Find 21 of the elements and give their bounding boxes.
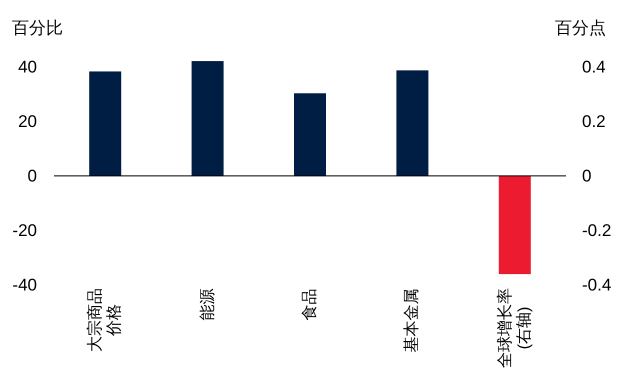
y-axis-title: 百分比 xyxy=(12,18,63,38)
y2-tick-label: 0 xyxy=(582,166,592,186)
bar xyxy=(89,71,122,176)
x-tick-label: 大宗商品价格 xyxy=(86,288,124,352)
x-tick-label: 全球增长率(右轴) xyxy=(496,288,534,368)
bar xyxy=(294,93,326,176)
y2-tick-label: 0.2 xyxy=(582,112,606,131)
x-tick-label: 基本金属 xyxy=(402,288,422,352)
y-tick-label: 20 xyxy=(18,112,37,131)
y-tick-label: 40 xyxy=(18,57,37,76)
y2-axis-title: 百分点 xyxy=(555,18,606,38)
x-tick-label: 能源 xyxy=(198,288,218,320)
y2-tick-label: -0.4 xyxy=(582,276,612,294)
y-tick-label: 0 xyxy=(28,166,37,186)
bar xyxy=(396,70,428,176)
y-tick-label: -20 xyxy=(12,220,37,240)
y2-tick-label: -0.2 xyxy=(582,220,612,240)
x-tick-label: 食品 xyxy=(300,288,320,320)
y-tick-label: -40 xyxy=(12,276,37,294)
y2-tick-label: 0.4 xyxy=(582,57,606,76)
bar xyxy=(192,61,224,176)
